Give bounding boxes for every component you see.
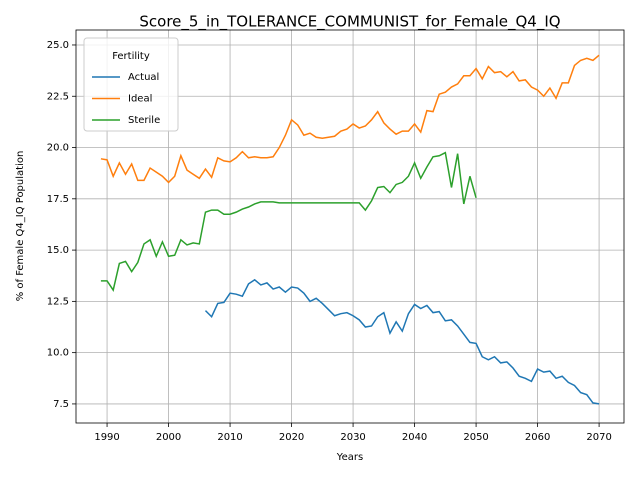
data-line	[100, 54, 600, 184]
x-tick-label: 2030	[340, 432, 365, 443]
legend: Fertility Actual Ideal Sterile	[83, 37, 179, 132]
legend-box	[83, 37, 179, 132]
x-tick-label: 2010	[217, 432, 242, 443]
legend-title: Fertility	[112, 51, 150, 62]
y-tick-label: 22.5	[47, 91, 69, 102]
y-tick-label: 12.5	[47, 296, 69, 307]
x-tick-label: 2060	[525, 432, 550, 443]
x-tick-label: 2050	[463, 432, 488, 443]
y-tick-label: 15.0	[47, 245, 69, 256]
y-tick-label: 17.5	[47, 194, 69, 205]
legend-label: Ideal	[128, 94, 152, 105]
legend-label: Sterile	[128, 115, 160, 126]
y-tick-label: 10.0	[47, 348, 69, 359]
x-axis-label: Years	[336, 452, 363, 463]
x-tick-label: 2000	[156, 432, 181, 443]
legend-label: Actual	[128, 72, 159, 83]
y-tick-label: 20.0	[47, 143, 69, 154]
data-line	[204, 278, 600, 405]
plot-frame	[75, 29, 625, 424]
x-tick-label: 1990	[94, 432, 119, 443]
data-line	[100, 151, 477, 292]
y-tick-label: 25.0	[47, 40, 69, 51]
y-tick-label: 7.5	[53, 399, 69, 410]
x-tick-label: 2040	[402, 432, 427, 443]
x-tick-label: 2070	[586, 432, 611, 443]
chart-title: Score_5_in_TOLERANCE_COMMUNIST_for_Femal…	[139, 13, 560, 32]
x-tick-label: 2020	[279, 432, 304, 443]
y-axis-label: % of Female Q4_IQ Population	[15, 151, 26, 302]
